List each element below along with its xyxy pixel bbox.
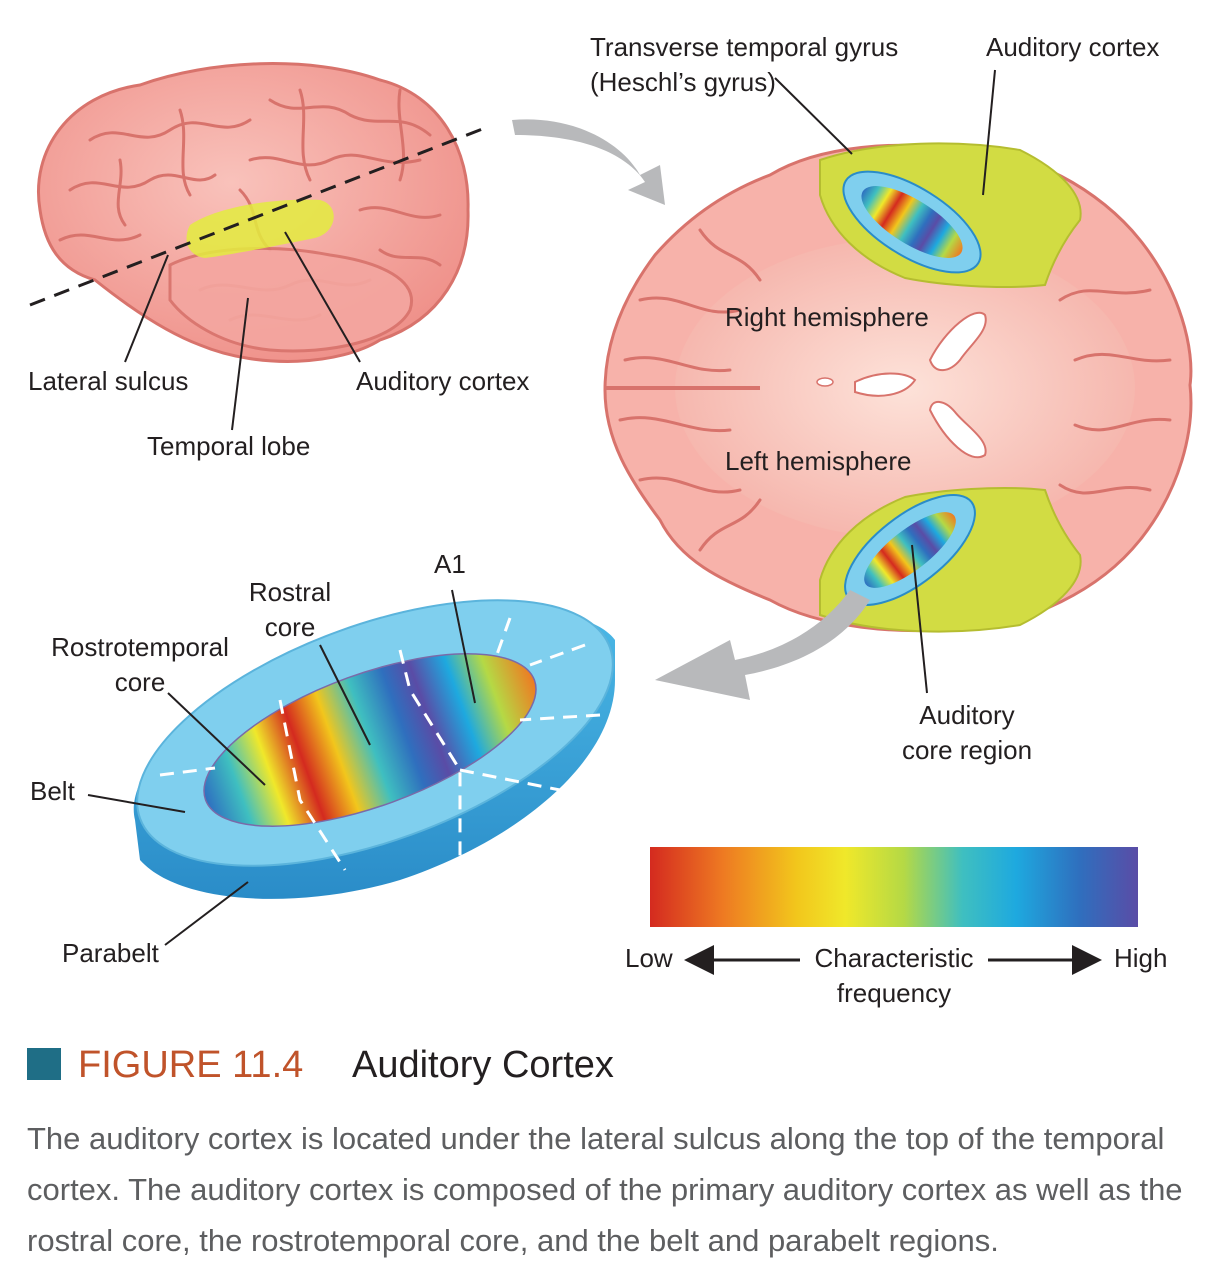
leader-lines (87, 69, 996, 946)
label-left-hemisphere: Left hemisphere (725, 446, 912, 476)
ventricle-center (854, 372, 917, 397)
label-rostral-core-line2: core (264, 612, 316, 642)
label-temporal-lobe: Temporal lobe (147, 431, 311, 461)
scale-title-line1: Characteristic (814, 943, 974, 973)
ventricle-left (928, 401, 987, 459)
label-auditory-cortex-top: Auditory cortex (986, 32, 1160, 62)
figure-caption-text: The auditory cortex is located under the… (27, 1121, 1183, 1258)
scale-high-label: High (1114, 943, 1168, 973)
region-dividers (159, 617, 601, 885)
label-transverse-gyrus-line2: (Heschl’s gyrus) (590, 67, 776, 97)
lateral-brain-view (29, 62, 486, 363)
label-rostrotemporal-line2: core (114, 667, 166, 697)
axial-brain-section (603, 142, 1193, 633)
cortex-folds (618, 228, 1172, 552)
label-lateral-sulcus: Lateral sulcus (28, 366, 189, 396)
section-cut-line (29, 126, 486, 307)
figure-number: FIGURE 11.4 (78, 1044, 304, 1086)
label-a1: A1 (434, 549, 466, 579)
auditory-cortex-figure (29, 62, 1193, 975)
curved-arrow-top-icon (512, 119, 665, 205)
label-parabelt: Parabelt (62, 938, 159, 968)
auditory-cortex-highlight (186, 199, 334, 258)
label-auditory-cortex-left: Auditory cortex (356, 366, 530, 396)
figure-marker-square (27, 1048, 61, 1080)
label-rostral-core-line1: Rostral (248, 577, 332, 607)
label-auditory-core-line2: core region (901, 735, 1033, 765)
temporal-lobe-shape (168, 246, 413, 353)
core-top (203, 653, 537, 827)
label-belt: Belt (30, 776, 75, 806)
scale-title-line2: frequency (836, 978, 952, 1008)
label-transverse-gyrus-line1: Transverse temporal gyrus (590, 32, 899, 62)
scale-low-label: Low (625, 943, 673, 973)
ventricle-right (928, 311, 987, 372)
label-auditory-core-line1: Auditory (919, 700, 1015, 730)
curved-arrow-bottom-icon (655, 590, 870, 700)
core-left (864, 512, 956, 588)
core-belt-model (133, 599, 615, 899)
frequency-color-bar (650, 847, 1138, 927)
label-rostrotemporal-line1: Rostrotemporal (51, 632, 229, 662)
core-right (861, 186, 963, 258)
third-ventricle-spot (816, 377, 834, 387)
figure-title: Auditory Cortex (352, 1044, 614, 1086)
label-right-hemisphere: Right hemisphere (725, 302, 929, 332)
